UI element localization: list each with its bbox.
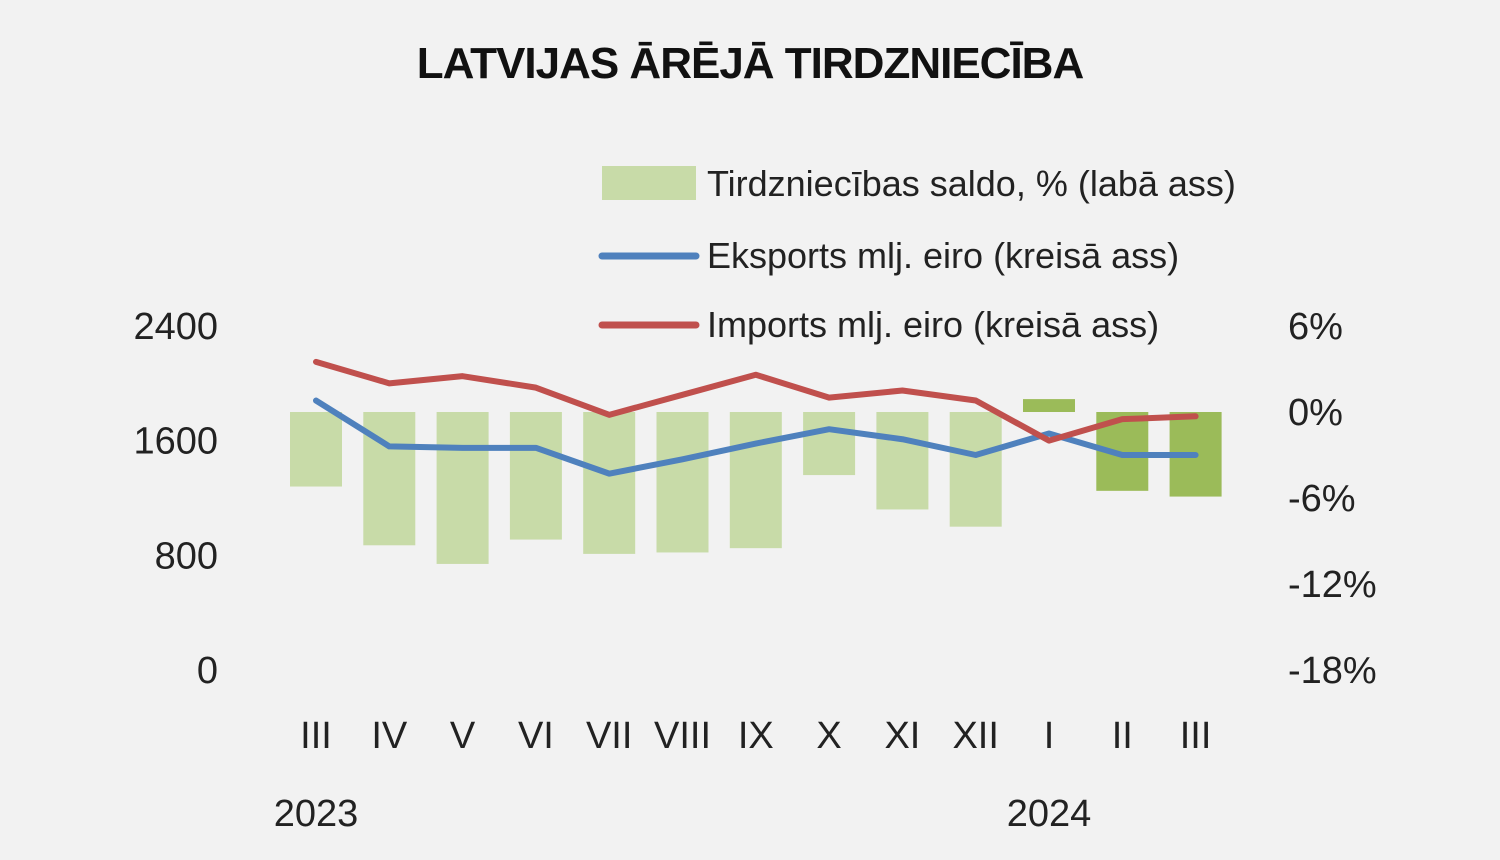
x-axis: III IV V VI VII VIII IX X XI XII I II III — [300, 715, 1211, 757]
right-axis: -18% -12% -6% 0% 6% — [1288, 306, 1377, 692]
x-tick-3: VI — [518, 715, 554, 757]
legend-label-1: Eksports mlj. eiro (kreisā ass) — [707, 235, 1179, 276]
x-tick-5: VIII — [654, 715, 711, 757]
bar-5 — [656, 412, 709, 553]
x-tick-0: III — [300, 715, 332, 757]
bar-10 — [1023, 399, 1075, 412]
x-tick-4: VII — [586, 715, 632, 757]
left-tick-1: 800 — [155, 535, 218, 577]
left-axis: 0 800 1600 2400 — [133, 306, 218, 692]
legend-swatch-balance — [602, 166, 696, 200]
x-tick-9: XII — [952, 715, 998, 757]
bar-6 — [729, 412, 782, 549]
year-label-0: 2023 — [274, 793, 359, 835]
lines-group — [313, 358, 1199, 477]
x-tick-11: II — [1112, 715, 1133, 757]
right-tick-4: 6% — [1288, 306, 1343, 348]
x-tick-12: III — [1180, 715, 1212, 757]
bar-2 — [436, 412, 489, 564]
bar-3 — [509, 412, 562, 540]
bars-group — [290, 399, 1222, 564]
chart-title: LATVIJAS ĀRĒJĀ TIRDZNIECĪBA — [417, 39, 1084, 88]
right-tick-0: -18% — [1288, 650, 1377, 692]
x-tick-8: XI — [884, 715, 920, 757]
bar-7 — [803, 412, 856, 476]
legend-label-0: Tirdzniecības saldo, % (labā ass) — [707, 163, 1236, 204]
x-tick-6: IX — [738, 715, 774, 757]
export-line — [313, 397, 1199, 477]
bar-8 — [876, 412, 929, 510]
right-tick-3: 0% — [1288, 392, 1343, 434]
bar-4 — [583, 412, 636, 554]
bar-0 — [290, 412, 342, 487]
left-tick-3: 2400 — [133, 306, 218, 348]
left-tick-2: 1600 — [133, 421, 218, 463]
x-tick-2: V — [450, 715, 476, 757]
x-tick-1: IV — [371, 715, 408, 757]
right-tick-2: -6% — [1288, 478, 1356, 520]
x-tick-10: I — [1044, 715, 1055, 757]
year-label-1: 2024 — [1007, 793, 1092, 835]
x-tick-7: X — [816, 715, 841, 757]
legend: Tirdzniecības saldo, % (labā ass) Eksport… — [598, 163, 1236, 345]
right-tick-1: -12% — [1288, 564, 1377, 606]
year-labels: 2023 2024 — [274, 793, 1092, 835]
left-tick-0: 0 — [197, 650, 218, 692]
bar-9 — [949, 412, 1002, 527]
import-line — [313, 358, 1199, 444]
legend-label-2: Imports mlj. eiro (kreisā ass) — [707, 304, 1159, 345]
